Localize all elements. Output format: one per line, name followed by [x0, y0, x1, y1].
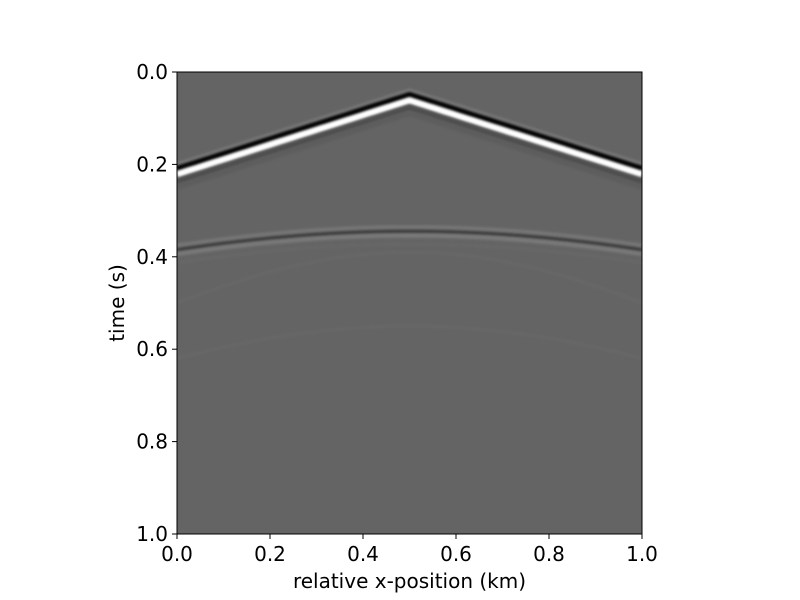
y-tick-label: 0.0 — [136, 60, 168, 84]
x-tick-label: 0.2 — [254, 542, 286, 566]
faint-event-curve — [177, 324, 642, 360]
reflection-wavelet-lobe — [177, 233, 642, 256]
x-axis-label: relative x-position (km) — [293, 569, 526, 593]
y-tick-label: 0.6 — [136, 337, 168, 361]
y-tick-label: 0.4 — [136, 245, 168, 269]
direct-wave-wavelet-lobe — [177, 88, 642, 167]
y-axis-ticks: 0.0 0.2 0.4 0.6 0.8 1.0 — [136, 60, 177, 546]
reflection-wavelet-lobe — [177, 229, 642, 252]
direct-wave-wavelet-lobe — [177, 92, 642, 172]
plot-frame — [176, 71, 643, 535]
x-tick-label: 0.0 — [161, 542, 193, 566]
y-tick-label: 0.2 — [136, 152, 168, 176]
faint-event-curve — [177, 250, 642, 305]
x-tick-label: 1.0 — [626, 542, 658, 566]
x-tick-label: 0.8 — [533, 542, 565, 566]
direct-wave-wavelet-lobe — [177, 111, 642, 190]
y-axis-label: time (s) — [105, 264, 129, 342]
x-axis-ticks: 0.0 0.2 0.4 0.6 0.8 1.0 — [161, 534, 658, 566]
x-tick-label: 0.4 — [347, 542, 379, 566]
y-tick-label: 1.0 — [136, 522, 168, 546]
seismic-events — [177, 88, 642, 360]
reflection-wavelet-lobe — [177, 225, 642, 248]
y-tick-label: 0.8 — [136, 430, 168, 454]
reflection-wavelet-lobe — [177, 242, 642, 265]
direct-wave-wavelet-lobe — [177, 97, 642, 178]
direct-wave-wavelet-lobe — [177, 104, 642, 184]
x-tick-label: 0.6 — [440, 542, 472, 566]
